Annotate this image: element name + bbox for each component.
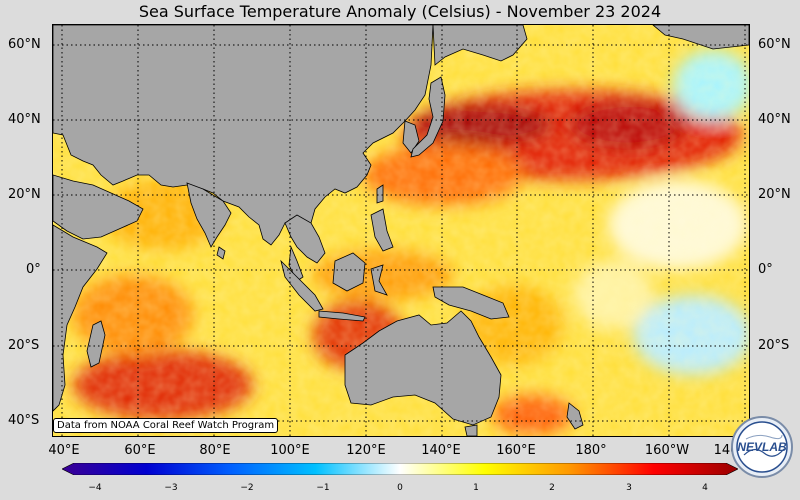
land-indochina	[284, 214, 326, 264]
lon-label-40e: 40°E	[48, 443, 80, 458]
land-sri-lanka	[216, 246, 226, 260]
lat-label-40n-left: 40°N	[8, 112, 41, 127]
land-borneo	[332, 252, 366, 292]
lat-label-20s-left: 20°S	[8, 338, 40, 353]
lat-label-equator-right: 0°	[758, 262, 773, 277]
land-madagascar	[86, 320, 106, 368]
map-canvas	[53, 25, 749, 436]
data-credit: Data from NOAA Coral Reef Watch Program	[53, 418, 279, 433]
lat-label-60n-right: 60°N	[758, 37, 791, 52]
land	[53, 25, 749, 436]
lat-label-40s-left: 40°S	[8, 413, 40, 428]
lat-label-60n-left: 60°N	[8, 37, 41, 52]
land-india	[186, 182, 232, 248]
lat-label-20s-right: 20°S	[758, 338, 790, 353]
colorbar	[62, 463, 738, 475]
land-malay-peninsula	[288, 245, 304, 282]
land-sulawesi	[370, 264, 388, 296]
land-africa	[53, 224, 108, 412]
logo-text: NEVLAB	[737, 440, 787, 454]
lon-label-140e: 140°E	[421, 443, 461, 458]
land-kamchatka	[432, 25, 528, 66]
land-philippines	[370, 208, 394, 252]
colorbar-tick-neg4: −4	[88, 483, 102, 493]
colorbar-tick-1: 1	[473, 483, 479, 493]
lon-label-160w: 160°W	[644, 443, 690, 458]
colorbar-tick-2: 2	[549, 483, 555, 493]
land-australia	[344, 310, 502, 426]
lat-label-40n-right: 40°N	[758, 112, 791, 127]
lon-label-80e: 80°E	[199, 443, 231, 458]
land-new-zealand	[566, 402, 584, 430]
colorbar-bar	[62, 463, 738, 475]
land-java	[318, 310, 366, 322]
graticule	[53, 25, 749, 436]
lon-label-180: 180°	[575, 443, 607, 458]
colorbar-tick-neg3: −3	[164, 483, 178, 493]
lon-label-100e: 100°E	[270, 443, 310, 458]
colorbar-tick-0: 0	[397, 483, 403, 493]
land-alaska	[652, 25, 749, 50]
lat-label-equator-left: 0°	[26, 262, 41, 277]
land-arabia	[53, 174, 144, 240]
colorbar-tick-neg1: −1	[316, 483, 330, 493]
land-taiwan	[376, 184, 384, 204]
lat-label-20n-right: 20°N	[758, 187, 791, 202]
nevlab-logo[interactable]: NEVLAB	[730, 415, 794, 479]
lat-label-20n-left: 20°N	[8, 187, 41, 202]
land-tasmania	[464, 424, 478, 436]
colorbar-tick-4: 4	[702, 483, 708, 493]
sst-anomaly-map	[52, 24, 750, 437]
land-eurasia	[53, 25, 434, 246]
land-sumatra	[280, 259, 324, 312]
lon-label-160e: 160°E	[496, 443, 536, 458]
land-japan	[410, 76, 446, 158]
lon-label-60e: 60°E	[124, 443, 156, 458]
colorbar-tick-neg2: −2	[240, 483, 254, 493]
map-title: Sea Surface Temperature Anomaly (Celsius…	[138, 2, 662, 21]
lon-label-120e: 120°E	[346, 443, 386, 458]
colorbar-tick-3: 3	[626, 483, 632, 493]
